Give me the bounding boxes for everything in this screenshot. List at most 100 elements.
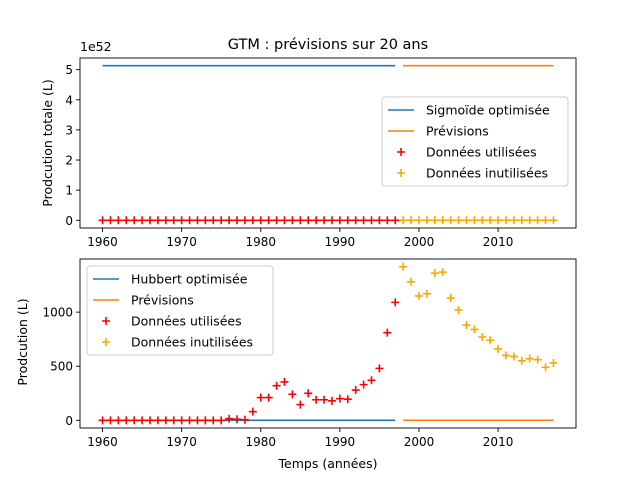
data-point bbox=[327, 396, 336, 405]
data-point bbox=[407, 216, 416, 225]
data-point bbox=[106, 416, 115, 425]
data-point bbox=[98, 416, 107, 425]
data-point bbox=[248, 216, 257, 225]
data-point bbox=[383, 328, 392, 337]
data-point bbox=[130, 216, 139, 225]
data-point bbox=[517, 216, 526, 225]
data-point bbox=[161, 216, 170, 225]
x-tick-label: 1970 bbox=[166, 435, 197, 449]
data-point bbox=[248, 407, 257, 416]
bottom-plot-area: 1960 1970 1980 1990 2000 2010 0 500 1000 bbox=[42, 258, 577, 449]
axes-frame bbox=[79, 57, 577, 229]
data-point bbox=[304, 216, 313, 225]
legend-marker-swatch bbox=[397, 148, 405, 156]
data-point bbox=[312, 216, 321, 225]
data-point bbox=[177, 216, 186, 225]
x-tick-label: 2010 bbox=[483, 435, 514, 449]
legend-label: Sigmoïde optimisée bbox=[426, 103, 550, 118]
data-point bbox=[541, 216, 550, 225]
legend-box bbox=[86, 265, 274, 356]
data-point bbox=[153, 216, 162, 225]
data-point bbox=[422, 216, 431, 225]
x-tick-label: 2000 bbox=[404, 435, 435, 449]
data-point bbox=[217, 216, 226, 225]
data-point bbox=[225, 414, 234, 423]
data-point bbox=[414, 216, 423, 225]
data-point bbox=[240, 415, 249, 424]
data-point bbox=[494, 344, 503, 353]
data-point bbox=[399, 262, 408, 271]
data-point bbox=[525, 354, 534, 363]
chart-title: GTM : prévisions sur 20 ans bbox=[228, 37, 428, 53]
bottom-legend: Hubbert optimisée Prévisions Données utili… bbox=[86, 265, 274, 356]
data-point bbox=[509, 216, 518, 225]
data-point bbox=[114, 216, 123, 225]
x-tick-label: 1980 bbox=[245, 435, 276, 449]
y-tick-label: 3 bbox=[65, 123, 73, 137]
data-point bbox=[478, 333, 487, 342]
data-point bbox=[122, 216, 131, 225]
data-point bbox=[320, 395, 329, 404]
data-point bbox=[256, 216, 265, 225]
data-point bbox=[256, 393, 265, 402]
data-point bbox=[185, 216, 194, 225]
y-axis-label: Prodcution totale (L) bbox=[40, 79, 55, 206]
data-point bbox=[501, 351, 510, 360]
x-tick-label: 1990 bbox=[325, 235, 356, 249]
legend-label: Données inutilisées bbox=[426, 166, 548, 181]
x-axis-label: Temps (années) bbox=[278, 456, 378, 471]
data-point bbox=[272, 381, 281, 390]
data-point bbox=[533, 355, 542, 364]
data-point bbox=[375, 364, 384, 373]
data-point bbox=[225, 216, 234, 225]
data-point bbox=[217, 416, 226, 425]
data-point bbox=[517, 356, 526, 365]
data-point bbox=[454, 216, 463, 225]
data-point bbox=[201, 216, 210, 225]
legend-box bbox=[381, 96, 569, 187]
data-point bbox=[233, 415, 242, 424]
legend-label: Hubbert optimisée bbox=[131, 272, 248, 287]
data-point bbox=[209, 216, 218, 225]
data-point bbox=[138, 416, 147, 425]
data-point bbox=[304, 389, 313, 398]
data-point bbox=[264, 216, 273, 225]
data-point bbox=[478, 216, 487, 225]
x-tick-label: 1990 bbox=[325, 435, 356, 449]
data-point bbox=[359, 216, 368, 225]
data-point bbox=[272, 216, 281, 225]
data-point bbox=[335, 394, 344, 403]
x-tick-label: 1970 bbox=[166, 235, 197, 249]
legend-marker-swatch bbox=[102, 317, 110, 325]
data-point bbox=[296, 216, 305, 225]
data-point bbox=[367, 376, 376, 385]
data-point bbox=[343, 395, 352, 404]
data-point bbox=[446, 294, 455, 303]
data-point bbox=[201, 416, 210, 425]
data-point bbox=[470, 325, 479, 334]
data-point bbox=[193, 216, 202, 225]
data-point bbox=[114, 416, 123, 425]
data-point bbox=[391, 298, 400, 307]
data-point bbox=[462, 216, 471, 225]
data-point bbox=[462, 321, 471, 330]
legend-marker-swatch bbox=[102, 338, 110, 346]
data-point bbox=[264, 393, 273, 402]
data-point bbox=[169, 416, 178, 425]
data-point bbox=[138, 216, 147, 225]
data-point bbox=[486, 336, 495, 345]
data-point bbox=[549, 358, 558, 367]
data-point bbox=[359, 380, 368, 389]
legend-label: Données inutilisées bbox=[131, 335, 253, 350]
data-point bbox=[177, 416, 186, 425]
data-point bbox=[501, 216, 510, 225]
data-point bbox=[351, 386, 360, 395]
data-point bbox=[335, 216, 344, 225]
data-point bbox=[288, 390, 297, 399]
data-point bbox=[541, 363, 550, 372]
data-point bbox=[98, 216, 107, 225]
data-point bbox=[343, 216, 352, 225]
data-point bbox=[169, 216, 178, 225]
data-point bbox=[153, 416, 162, 425]
data-point bbox=[146, 416, 155, 425]
